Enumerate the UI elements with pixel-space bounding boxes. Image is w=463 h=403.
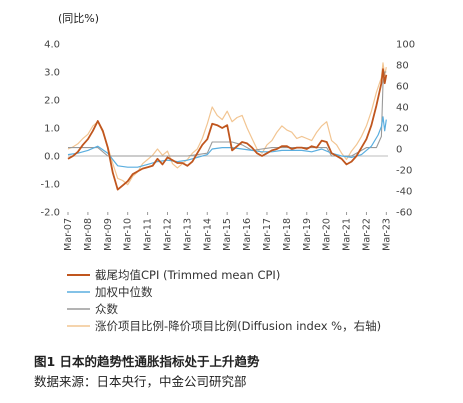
figure-title: 图1 日本的趋势性通胀指标处于上升趋势: [34, 354, 260, 369]
y-axis-unit-label: (同比%): [58, 12, 99, 25]
legend-label: 涨价项目比例-降价项目比例(Diffusion index %，右轴): [95, 319, 381, 333]
left-y-tick-label: -1.0: [40, 180, 60, 191]
x-axis-ticks: Mar-07 Mar-08 Mar-09 Mar-10 Mar-11 Mar-12 Mar-…: [63, 212, 392, 251]
x-tick-label: Mar-23: [381, 218, 392, 251]
x-tick-label: Mar-11: [143, 218, 154, 251]
right-y-tick-label: 60: [396, 82, 409, 93]
left-y-tick-label: 3.0: [44, 68, 60, 79]
data-source: 数据来源：日本央行，中金公司研究部: [34, 374, 247, 389]
legend-label: 众数: [95, 302, 118, 316]
right-y-tick-label: -40: [396, 187, 412, 198]
x-tick-label: Mar-20: [322, 218, 333, 251]
series-line-3: [67, 62, 387, 186]
left-y-tick-label: 1.0: [44, 124, 60, 135]
legend: 截尾均值CPI (Trimmed mean CPI) 加权中位数众数涨价项目比例-…: [67, 268, 381, 333]
x-tick-label: Mar-19: [302, 218, 313, 251]
right-y-axis-ticks: 100 80 60 40 20 0 -20 -40 -60: [396, 40, 415, 219]
series-line-0: [67, 68, 388, 191]
right-y-tick-label: 80: [396, 61, 409, 72]
series-lines: [67, 62, 388, 191]
x-tick-label: Mar-21: [342, 218, 353, 251]
left-y-tick-label: 4.0: [44, 40, 60, 51]
x-tick-label: Mar-08: [83, 218, 94, 251]
right-y-tick-label: 20: [396, 124, 409, 135]
x-tick-label: Mar-14: [202, 218, 213, 251]
right-y-tick-label: 0: [396, 145, 402, 156]
x-tick-label: Mar-10: [123, 218, 134, 251]
series-line-1: [67, 116, 387, 168]
right-y-tick-label: -20: [396, 166, 412, 177]
x-tick-label: Mar-12: [162, 218, 173, 251]
right-y-tick-label: 100: [396, 40, 415, 51]
left-y-tick-label: -2.0: [40, 208, 60, 219]
legend-label: 截尾均值CPI (Trimmed mean CPI): [95, 268, 280, 282]
series-line-2: [68, 71, 387, 157]
left-y-tick-label: 2.0: [44, 96, 60, 107]
x-tick-label: Mar-16: [242, 218, 253, 251]
x-tick-label: Mar-22: [361, 218, 372, 251]
right-y-tick-label: -60: [396, 208, 412, 219]
x-tick-label: Mar-13: [182, 218, 193, 251]
left-y-axis-ticks: 4.0 3.0 2.0 1.0 0.0 -1.0 -2.0: [40, 40, 60, 219]
legend-label: 加权中位数: [95, 285, 153, 299]
left-y-tick-label: 0.0: [44, 152, 60, 163]
right-y-tick-label: 40: [396, 103, 409, 114]
x-tick-label: Mar-18: [282, 218, 293, 251]
x-tick-label: Mar-17: [262, 218, 273, 251]
x-tick-label: Mar-09: [103, 218, 114, 251]
x-tick-label: Mar-07: [63, 218, 74, 251]
x-tick-label: Mar-15: [222, 218, 233, 251]
